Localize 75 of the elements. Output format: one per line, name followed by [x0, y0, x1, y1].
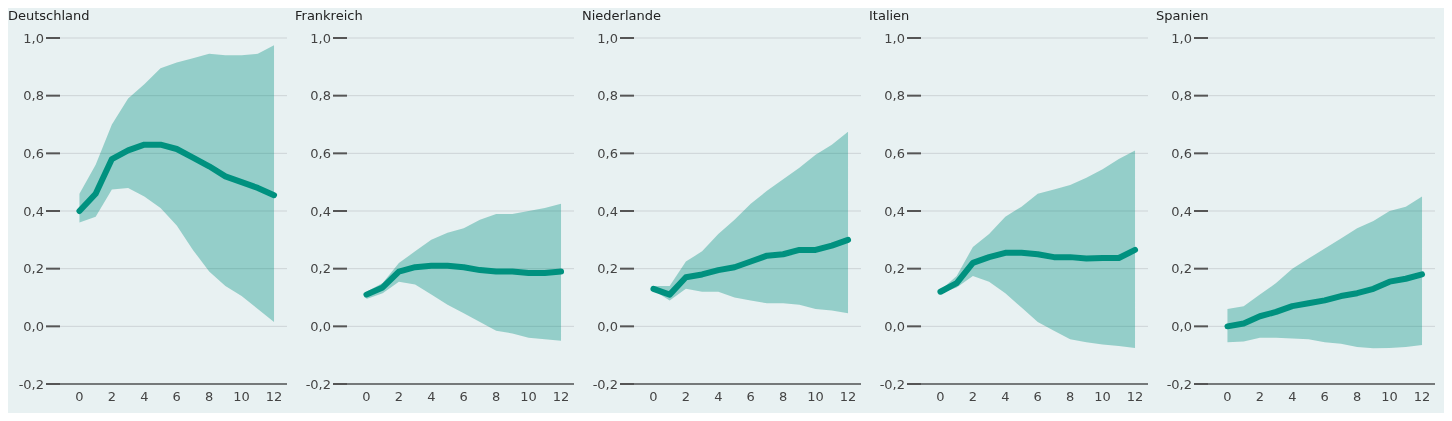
- y-tick-label: 0,8: [310, 88, 331, 104]
- x-tick-label: 12: [839, 389, 857, 405]
- y-tick-label: -0,2: [592, 376, 618, 392]
- x-tick-label: 12: [265, 389, 283, 405]
- y-tick-label: -0,2: [305, 376, 331, 392]
- y-tick-label: 0,4: [884, 203, 905, 219]
- y-tick-label: 0,8: [1171, 88, 1192, 104]
- y-tick-label: 0,4: [1171, 203, 1192, 219]
- x-tick-label: 8: [779, 389, 788, 405]
- x-tick-label: 12: [1126, 389, 1144, 405]
- x-tick-label: 6: [459, 389, 468, 405]
- x-tick-label: 4: [427, 389, 436, 405]
- y-tick-label: 0,0: [597, 318, 618, 334]
- chart-title: Italien: [869, 8, 911, 25]
- y-tick-label: 0,6: [597, 145, 618, 161]
- x-tick-label: 8: [1066, 389, 1075, 405]
- x-tick-label: 10: [1381, 389, 1398, 405]
- x-tick-label: 2: [394, 389, 404, 405]
- x-tick-label: 2: [107, 389, 117, 405]
- y-tick-label: -0,2: [18, 376, 44, 392]
- y-tick-label: 0,4: [310, 203, 331, 219]
- y-tick-label: 0,0: [1171, 318, 1192, 334]
- y-tick-label: 0,6: [884, 145, 905, 161]
- x-tick-label: 8: [1353, 389, 1362, 405]
- x-tick-label: 4: [714, 389, 723, 405]
- x-tick-label: 6: [1320, 389, 1329, 405]
- y-tick-label: 1,0: [1171, 30, 1192, 46]
- x-tick-label: 2: [681, 389, 691, 405]
- y-tick-label: 0,4: [23, 203, 44, 219]
- y-tick-label: -0,2: [1166, 376, 1192, 392]
- y-tick-label: 0,0: [23, 318, 44, 334]
- y-tick-label: 1,0: [310, 30, 331, 46]
- y-tick-label: 0,6: [310, 145, 331, 161]
- y-tick-label: 0,2: [884, 261, 905, 277]
- x-tick-label: 2: [1255, 389, 1265, 405]
- y-tick-label: 0,2: [310, 261, 331, 277]
- x-tick-label: 12: [552, 389, 570, 405]
- x-tick-label: 6: [746, 389, 755, 405]
- x-tick-label: 6: [172, 389, 181, 405]
- x-tick-label: 4: [1001, 389, 1010, 405]
- y-tick-label: 0,8: [23, 88, 44, 104]
- y-tick-label: 0,0: [310, 318, 331, 334]
- x-tick-label: 2: [968, 389, 978, 405]
- x-tick-label: 10: [807, 389, 824, 405]
- y-tick-label: 0,8: [597, 88, 618, 104]
- x-tick-label: 10: [520, 389, 537, 405]
- x-tick-label: 6: [1033, 389, 1042, 405]
- y-tick-label: 1,0: [884, 30, 905, 46]
- y-tick-label: 0,6: [23, 145, 44, 161]
- y-tick-label: 0,6: [1171, 145, 1192, 161]
- x-tick-label: 0: [936, 389, 945, 405]
- chart-title: Niederlande: [582, 8, 662, 25]
- chart-title: Spanien: [1156, 8, 1210, 25]
- y-tick-label: 0,4: [597, 203, 618, 219]
- y-tick-label: 1,0: [23, 30, 44, 46]
- y-tick-label: -0,2: [879, 376, 905, 392]
- y-tick-label: 1,0: [597, 30, 618, 46]
- y-tick-label: 0,2: [23, 261, 44, 277]
- x-tick-label: 0: [362, 389, 371, 405]
- y-tick-label: 0,2: [1171, 261, 1192, 277]
- chart-title: Frankreich: [295, 8, 364, 25]
- y-tick-label: 0,2: [597, 261, 618, 277]
- x-tick-label: 4: [140, 389, 149, 405]
- x-tick-label: 8: [205, 389, 214, 405]
- x-tick-label: 10: [233, 389, 250, 405]
- x-tick-label: 10: [1094, 389, 1111, 405]
- x-tick-label: 12: [1413, 389, 1431, 405]
- y-tick-label: 0,8: [884, 88, 905, 104]
- x-tick-label: 4: [1288, 389, 1297, 405]
- x-tick-label: 0: [1223, 389, 1232, 405]
- x-tick-label: 0: [649, 389, 658, 405]
- chart-title: Deutschland: [8, 8, 91, 25]
- y-tick-label: 0,0: [884, 318, 905, 334]
- x-tick-label: 8: [492, 389, 501, 405]
- x-tick-label: 0: [75, 389, 84, 405]
